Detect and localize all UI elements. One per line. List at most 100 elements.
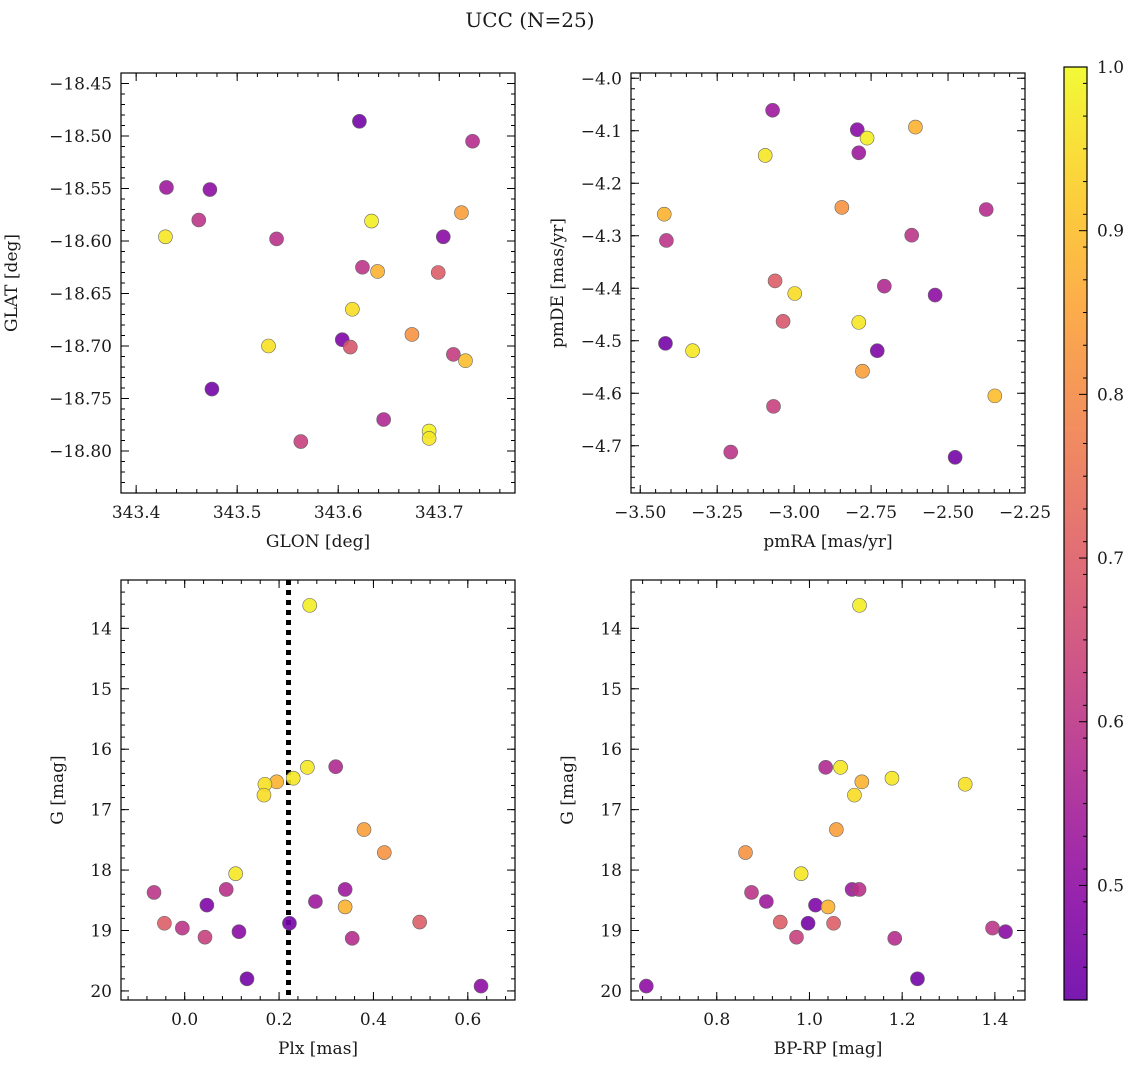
data-points — [158, 114, 480, 449]
data-point — [759, 894, 774, 909]
y-tick-label: −18.55 — [49, 180, 112, 200]
axes-frame — [120, 72, 516, 494]
data-point — [656, 206, 672, 222]
x-tick-label: 343.4 — [112, 503, 161, 523]
data-point — [849, 122, 865, 137]
data-point — [218, 882, 234, 897]
x-tick-label: 1.4 — [981, 1010, 1008, 1030]
y-tick-label: −4.2 — [581, 174, 622, 194]
axis-ticks — [631, 73, 1026, 493]
data-point — [904, 227, 920, 243]
data-points — [638, 598, 1013, 994]
colorbar-tick-label: 1.0 — [1097, 58, 1124, 78]
data-point — [851, 882, 867, 897]
x-axis-label: BP-RP [mag] — [774, 1039, 883, 1059]
data-point — [344, 931, 360, 946]
y-tick-label: −18.70 — [49, 337, 112, 357]
x-tick-label: 343.7 — [415, 503, 464, 523]
data-point — [723, 444, 739, 460]
y-tick-label: 19 — [90, 922, 112, 942]
colorbar-frame — [1063, 66, 1088, 1001]
colorbar-tick-label: 0.5 — [1097, 876, 1124, 896]
data-point — [159, 180, 174, 195]
data-point — [685, 343, 700, 359]
y-axis-label: G [mag] — [48, 755, 68, 824]
axes-frame — [120, 579, 516, 1001]
data-point — [854, 774, 870, 790]
data-point — [775, 314, 791, 329]
data-point — [847, 787, 862, 803]
data-point — [435, 229, 451, 245]
data-point — [308, 894, 323, 909]
y-tick-label: 20 — [90, 982, 112, 1002]
y-tick-label: −18.65 — [49, 285, 112, 305]
data-point — [376, 845, 392, 860]
colorbar-tick-label: 0.8 — [1097, 385, 1124, 405]
data-point — [293, 434, 309, 449]
data-point — [285, 770, 301, 786]
data-point — [345, 301, 360, 317]
data-point — [987, 388, 1003, 404]
y-tick-label: 17 — [90, 801, 112, 821]
colorbar-tick-label: 0.7 — [1097, 549, 1124, 569]
y-tick-label: −18.75 — [49, 390, 112, 410]
data-point — [869, 343, 885, 359]
y-tick-label: −4.6 — [581, 384, 622, 404]
y-axis-label: pmDE [mas/yr] — [548, 218, 568, 348]
y-tick-label: 16 — [600, 740, 622, 760]
y-tick-label: 14 — [600, 619, 622, 639]
data-point — [766, 399, 781, 414]
data-point — [638, 978, 654, 994]
scatter-panel-glon-glat: 343.4 343.5 343.6 343.7 −18.45 −18.50 −18.55 −1… — [2, 72, 516, 552]
data-point — [829, 822, 844, 837]
data-point — [465, 133, 480, 149]
scatter-panel-pmra-pmde: −3.50 −3.25 −3.00 −2.75 −2.50 −2.25 −4.0 −4.1 −4… — [548, 69, 1051, 552]
data-point — [204, 381, 220, 397]
data-point — [947, 449, 963, 465]
data-point — [834, 200, 850, 215]
y-tick-label: 16 — [90, 740, 112, 760]
x-axis-label: pmRA [mas/yr] — [763, 532, 892, 552]
data-point — [877, 278, 892, 294]
data-point — [202, 182, 218, 197]
data-point — [855, 363, 870, 379]
data-point — [458, 353, 473, 369]
data-point — [199, 897, 215, 913]
y-tick-label: −18.60 — [49, 232, 112, 252]
data-point — [175, 920, 190, 936]
x-tick-label: 343.6 — [314, 503, 363, 523]
y-tick-label: −4.1 — [581, 122, 622, 142]
data-point — [793, 866, 809, 881]
data-point — [197, 929, 213, 945]
data-point — [256, 787, 272, 803]
x-tick-label: 1.0 — [796, 1010, 823, 1030]
y-tick-label: −18.50 — [49, 127, 112, 147]
data-point — [355, 259, 370, 275]
x-tick-label: 0.0 — [171, 1010, 198, 1030]
data-point — [473, 978, 489, 994]
data-point — [927, 287, 943, 303]
colorbar: 0.5 0.6 0.7 0.8 0.9 1.0 — [1063, 58, 1124, 1001]
data-point — [157, 915, 172, 931]
colorbar-tick-label: 0.6 — [1097, 713, 1124, 733]
y-tick-label: 17 — [600, 801, 622, 821]
data-point — [454, 205, 469, 220]
data-point — [282, 915, 297, 931]
x-tick-label: −3.25 — [691, 503, 743, 523]
data-point — [352, 114, 367, 129]
x-tick-label: 343.5 — [213, 503, 262, 523]
data-point — [852, 598, 867, 613]
data-point — [833, 760, 848, 775]
data-point — [859, 130, 875, 146]
data-point — [658, 336, 673, 351]
colorbar-gradient — [1064, 67, 1087, 1000]
data-point — [239, 971, 255, 987]
axis-ticks — [121, 72, 515, 493]
data-point — [772, 914, 788, 930]
data-point — [744, 885, 759, 900]
y-tick-label: −18.45 — [49, 75, 112, 95]
data-point — [787, 286, 803, 301]
data-point — [421, 431, 437, 446]
x-tick-label: −3.00 — [768, 503, 820, 523]
